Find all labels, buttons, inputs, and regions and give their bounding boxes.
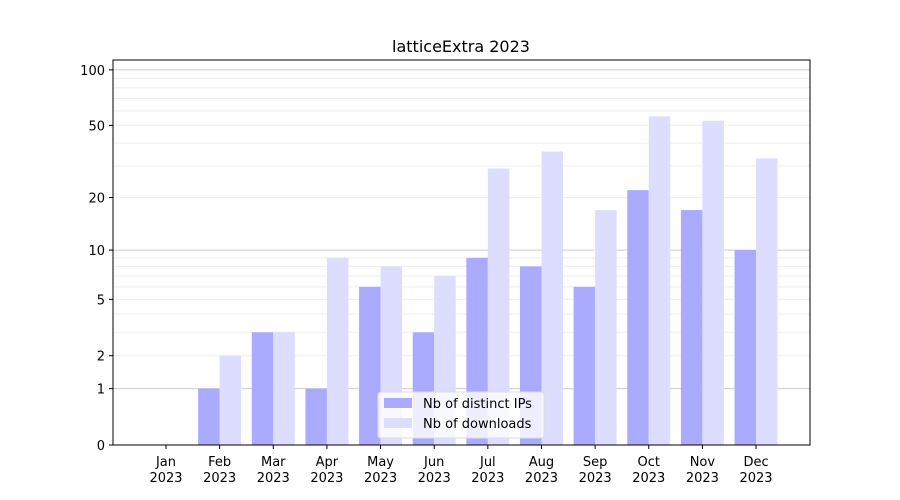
y-tick-label: 10 (88, 244, 105, 259)
bar-distinct-ips (359, 286, 381, 445)
bar-downloads (541, 151, 563, 446)
bar-distinct-ips (734, 250, 757, 445)
bar-distinct-ips (680, 210, 703, 445)
legend-swatch (384, 398, 412, 408)
y-tick-label: 100 (80, 64, 105, 79)
x-tick-label: Jan 2023 (149, 455, 182, 486)
bar-downloads (756, 158, 778, 445)
bar-downloads (219, 355, 242, 445)
x-tick-label: Oct 2023 (632, 455, 665, 486)
legend-box (377, 391, 545, 439)
bar-distinct-ips (251, 332, 274, 445)
bar-distinct-ips (305, 388, 327, 445)
bar-downloads (326, 257, 349, 445)
legend-label: Nb of distinct IPs (423, 397, 532, 412)
chart-title: latticeExtra 2023 (392, 37, 530, 56)
legend: Nb of distinct IPs Nb of downloads (377, 391, 545, 439)
x-tick-label: Feb 2023 (203, 455, 236, 486)
legend-swatch (384, 418, 412, 428)
bar-distinct-ips (198, 388, 220, 445)
y-tick-label: 1 (97, 383, 105, 398)
y-tick-label: 0 (97, 439, 105, 454)
y-tick-label: 50 (88, 119, 105, 134)
x-tick-label: Dec 2023 (739, 455, 772, 486)
x-tick-label: Apr 2023 (310, 455, 343, 486)
y-tick-label: 2 (97, 350, 105, 365)
x-tick-label: Mar 2023 (257, 455, 290, 486)
bar-distinct-ips (627, 190, 649, 445)
x-tick-label: Sep 2023 (579, 455, 612, 486)
x-tick-label: Jun 2023 (418, 455, 451, 486)
plot-frame (112, 59, 811, 446)
y-tick-label: 20 (88, 192, 105, 207)
x-tick-label: Nov 2023 (686, 455, 719, 486)
bar-downloads (648, 116, 671, 445)
bar-downloads (273, 332, 295, 445)
bar-downloads (487, 168, 510, 445)
bar-distinct-ips (573, 286, 596, 445)
legend-label: Nb of downloads (423, 417, 532, 432)
x-tick-label: Jul 2023 (471, 455, 504, 486)
x-tick-label: May 2023 (364, 455, 397, 486)
y-tick-label: 5 (97, 293, 105, 308)
bar-downloads (595, 210, 617, 445)
x-tick-label: Aug 2023 (525, 455, 558, 486)
bar-downloads (702, 120, 724, 446)
